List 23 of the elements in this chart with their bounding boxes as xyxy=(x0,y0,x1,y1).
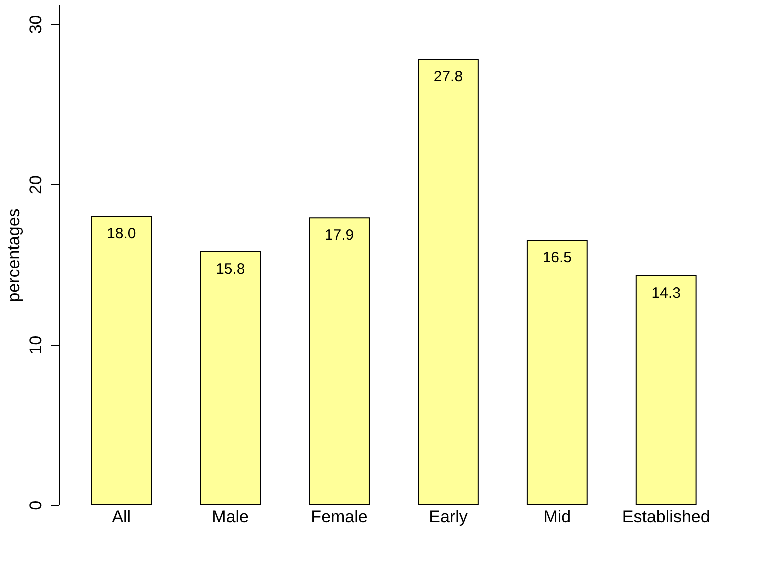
bar xyxy=(526,240,588,506)
bar xyxy=(200,251,262,506)
data-label: 14.3 xyxy=(652,284,681,302)
bar xyxy=(636,275,697,506)
y-tick-label: 0 xyxy=(26,500,46,510)
bar xyxy=(418,58,479,506)
y-tick-label: 10 xyxy=(26,336,46,355)
y-axis-title: percentages xyxy=(4,208,24,302)
bar xyxy=(309,218,370,506)
x-tick-label: All xyxy=(112,508,132,526)
data-label: 27.8 xyxy=(434,68,464,86)
data-label: 17.9 xyxy=(324,227,354,244)
data-label: 16.5 xyxy=(542,250,572,267)
y-tick-label: 20 xyxy=(26,176,46,194)
x-tick-label: Male xyxy=(212,508,250,526)
x-tick-label: Mid xyxy=(544,508,572,526)
bar xyxy=(91,216,152,506)
x-tick-label: Female xyxy=(311,508,368,526)
y-tick-label: 30 xyxy=(26,15,46,34)
data-label: 18.0 xyxy=(107,226,136,243)
data-label: 15.8 xyxy=(216,260,246,278)
x-tick-label: Early xyxy=(429,508,468,526)
x-tick-label: Established xyxy=(622,508,710,526)
